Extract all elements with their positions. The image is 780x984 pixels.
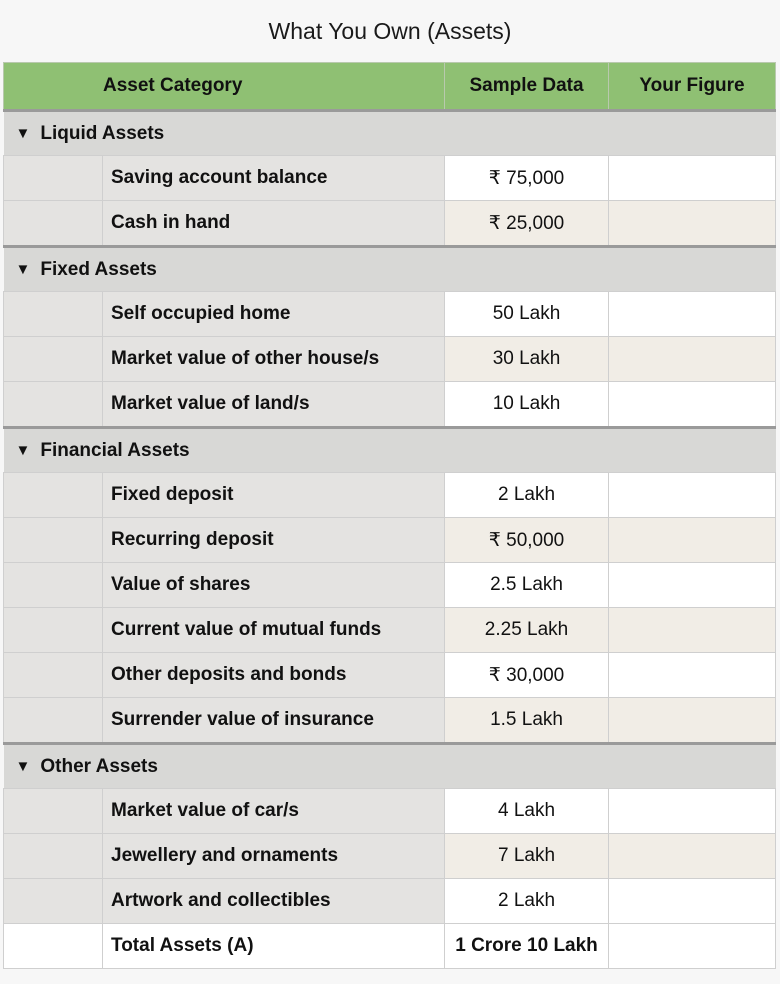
your-figure-cell[interactable] xyxy=(608,652,777,698)
group-title: Financial Assets xyxy=(40,439,190,461)
triangle-down-icon[interactable]: ▼ xyxy=(15,757,31,775)
table-header-row: Asset Category Sample Data Your Figure xyxy=(2,62,777,111)
table-row: Jewellery and ornaments 7 Lakh xyxy=(3,833,777,879)
your-figure-cell[interactable] xyxy=(608,562,777,608)
table-row: Market value of other house/s 30 Lakh xyxy=(3,336,777,382)
page-title: What You Own (Assets) xyxy=(268,18,512,44)
sample-value: 50 Lakh xyxy=(444,291,610,337)
row-label: Saving account balance xyxy=(101,155,446,201)
sample-value: 2.25 Lakh xyxy=(444,607,610,653)
group-title: Liquid Assets xyxy=(40,122,165,144)
sample-value: 4 Lakh xyxy=(444,788,610,834)
sample-value: ₹ 75,000 xyxy=(444,155,610,201)
group-row-financial-assets[interactable]: ▼ Financial Assets xyxy=(3,427,776,473)
row-label: Fixed deposit xyxy=(101,472,446,518)
total-row: Total Assets (A) 1 Crore 10 Lakh xyxy=(3,923,777,969)
table-row: Artwork and collectibles 2 Lakh xyxy=(3,878,777,924)
table-row: Market value of car/s 4 Lakh xyxy=(3,788,777,834)
row-label: Self occupied home xyxy=(101,291,446,337)
row-label: Cash in hand xyxy=(101,200,446,248)
row-label: Market value of car/s xyxy=(101,788,446,834)
group-title: Other Assets xyxy=(40,755,158,777)
sample-value: 1.5 Lakh xyxy=(444,697,610,745)
header-sample-data: Sample Data xyxy=(444,62,610,111)
your-figure-cell[interactable] xyxy=(608,200,777,248)
header-your-figure: Your Figure xyxy=(608,62,777,111)
triangle-down-icon[interactable]: ▼ xyxy=(15,260,31,278)
sample-value: 30 Lakh xyxy=(444,336,610,382)
sample-value: 2 Lakh xyxy=(444,878,610,924)
assets-table: Asset Category Sample Data Your Figure ▼… xyxy=(2,62,777,969)
header-asset-category: Asset Category xyxy=(2,62,446,111)
your-figure-cell[interactable] xyxy=(608,472,777,518)
sample-value: 7 Lakh xyxy=(444,833,610,879)
row-label: Surrender value of insurance xyxy=(101,697,446,745)
sample-value: ₹ 25,000 xyxy=(444,200,610,248)
group-title: Fixed Assets xyxy=(40,258,157,280)
row-label: Market value of other house/s xyxy=(101,336,446,382)
table-row: Other deposits and bonds ₹ 30,000 xyxy=(3,652,777,698)
table-row: Fixed deposit 2 Lakh xyxy=(3,472,777,518)
your-figure-cell[interactable] xyxy=(608,788,777,834)
table-row: Market value of land/s 10 Lakh xyxy=(3,381,777,429)
your-figure-cell[interactable] xyxy=(608,517,777,563)
row-label: Jewellery and ornaments xyxy=(101,833,446,879)
row-label: Market value of land/s xyxy=(101,381,446,429)
your-figure-cell[interactable] xyxy=(608,336,777,382)
table-row: Self occupied home 50 Lakh xyxy=(3,291,777,337)
total-label: Total Assets (A) xyxy=(101,923,446,969)
table-row: Current value of mutual funds 2.25 Lakh xyxy=(3,607,777,653)
total-sample-value: 1 Crore 10 Lakh xyxy=(444,923,610,969)
your-figure-cell[interactable] xyxy=(608,697,777,745)
triangle-down-icon[interactable]: ▼ xyxy=(15,441,31,459)
your-figure-cell[interactable] xyxy=(608,155,777,201)
group-row-fixed-assets[interactable]: ▼ Fixed Assets xyxy=(3,246,776,292)
row-label: Other deposits and bonds xyxy=(101,652,446,698)
sample-value: 2.5 Lakh xyxy=(444,562,610,608)
your-figure-cell[interactable] xyxy=(608,833,777,879)
table-row: Recurring deposit ₹ 50,000 xyxy=(3,517,777,563)
your-figure-cell[interactable] xyxy=(608,607,777,653)
sample-value: 2 Lakh xyxy=(444,472,610,518)
your-figure-cell[interactable] xyxy=(608,381,777,429)
row-label: Artwork and collectibles xyxy=(101,878,446,924)
group-row-other-assets[interactable]: ▼ Other Assets xyxy=(3,743,776,789)
row-label: Recurring deposit xyxy=(101,517,446,563)
row-label: Current value of mutual funds xyxy=(101,607,446,653)
table-row: Cash in hand ₹ 25,000 xyxy=(3,200,777,248)
your-figure-cell[interactable] xyxy=(608,291,777,337)
sample-value: ₹ 50,000 xyxy=(444,517,610,563)
table-row: Surrender value of insurance 1.5 Lakh xyxy=(3,697,777,745)
your-figure-cell[interactable] xyxy=(608,878,777,924)
sample-value: 10 Lakh xyxy=(444,381,610,429)
table-row: Saving account balance ₹ 75,000 xyxy=(3,155,777,201)
sample-value: ₹ 30,000 xyxy=(444,652,610,698)
row-label: Value of shares xyxy=(101,562,446,608)
total-your-figure-cell[interactable] xyxy=(608,923,777,969)
table-row: Value of shares 2.5 Lakh xyxy=(3,562,777,608)
triangle-down-icon[interactable]: ▼ xyxy=(15,124,31,142)
group-row-liquid-assets[interactable]: ▼ Liquid Assets xyxy=(3,110,776,156)
